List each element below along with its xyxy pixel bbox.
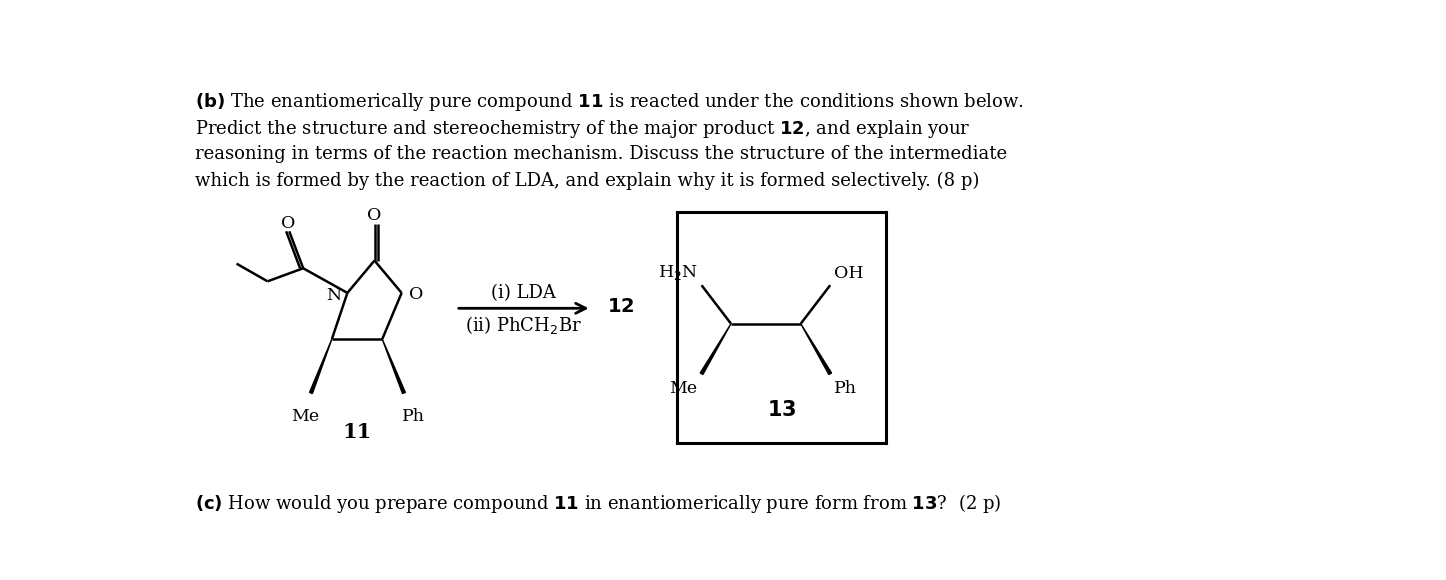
Text: H$_2$N: H$_2$N xyxy=(658,263,697,282)
Polygon shape xyxy=(309,339,333,394)
Text: Ph: Ph xyxy=(402,408,425,425)
Text: O: O xyxy=(367,208,382,224)
Text: reasoning in terms of the reaction mechanism. Discuss the structure of the inter: reasoning in terms of the reaction mecha… xyxy=(195,145,1006,163)
Text: Ph: Ph xyxy=(834,380,857,397)
Text: O: O xyxy=(281,215,295,232)
Text: Me: Me xyxy=(669,380,697,397)
Text: (ii) PhCH$_2$Br: (ii) PhCH$_2$Br xyxy=(466,314,583,336)
Polygon shape xyxy=(382,339,405,394)
Text: N: N xyxy=(325,288,341,304)
Text: O: O xyxy=(409,286,424,303)
Polygon shape xyxy=(700,324,732,375)
Text: which is formed by the reaction of LDA, and explain why it is formed selectively: which is formed by the reaction of LDA, … xyxy=(195,172,979,190)
Text: (i) LDA: (i) LDA xyxy=(492,284,557,302)
Text: $\mathbf{13}$: $\mathbf{13}$ xyxy=(766,400,797,420)
Text: 11: 11 xyxy=(343,422,372,441)
Text: OH: OH xyxy=(834,265,863,282)
Text: Me: Me xyxy=(291,408,318,425)
Text: Predict the structure and stereochemistry of the major product $\mathbf{12}$, an: Predict the structure and stereochemistr… xyxy=(195,118,970,140)
Text: $\mathbf{(b)}$ The enantiomerically pure compound $\mathbf{11}$ is reacted under: $\mathbf{(b)}$ The enantiomerically pure… xyxy=(195,91,1024,113)
Bar xyxy=(677,212,886,443)
Text: $\mathbf{12}$: $\mathbf{12}$ xyxy=(607,298,635,316)
Text: $\mathbf{(c)}$ How would you prepare compound $\mathbf{11}$ in enantiomerically : $\mathbf{(c)}$ How would you prepare com… xyxy=(195,492,1001,514)
Polygon shape xyxy=(801,324,831,375)
